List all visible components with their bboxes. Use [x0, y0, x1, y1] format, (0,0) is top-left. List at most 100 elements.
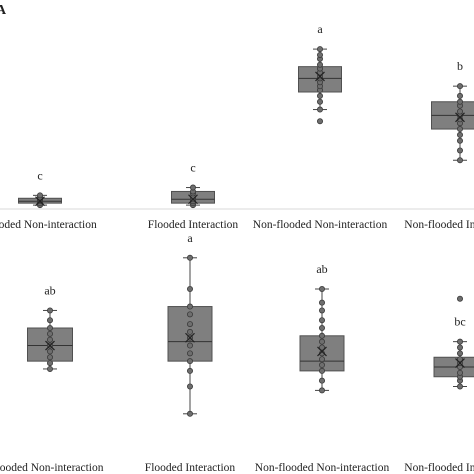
data-point	[318, 356, 325, 363]
mean-marker-stroke	[45, 340, 55, 351]
box-3: ab	[299, 262, 345, 394]
x-tick-label: Flooded Interaction	[145, 462, 236, 474]
mean-marker-stroke	[317, 346, 327, 357]
data-point	[456, 383, 463, 390]
data-point	[47, 336, 54, 343]
x-tick-label: Flooded Interaction	[148, 219, 239, 231]
data-point	[47, 354, 54, 361]
data-point	[456, 147, 463, 154]
data-point	[456, 157, 463, 164]
mean-marker-stroke	[185, 332, 195, 343]
x-tick-label: Flooded Non-interaction	[0, 219, 97, 231]
x-tick-label: Non-flooded Interaction	[404, 219, 474, 231]
data-point	[456, 108, 463, 115]
mean-marker-stroke	[188, 194, 198, 205]
mean-marker	[317, 346, 327, 357]
panel-label: A	[0, 3, 7, 18]
significance-letter: c	[190, 161, 195, 175]
x-tick-label: Non-flooded Non-interaction	[255, 462, 390, 474]
data-point	[316, 92, 323, 99]
significance-letter: ab	[44, 283, 55, 297]
box-4: bc	[433, 295, 474, 390]
mean-marker	[185, 332, 195, 343]
mean-marker-stroke	[455, 112, 465, 123]
data-point	[186, 367, 193, 374]
data-point	[186, 383, 193, 390]
data-point	[318, 344, 325, 351]
data-point	[318, 307, 325, 314]
data-point	[456, 369, 463, 376]
x-tick-label: looded Non-interaction	[0, 462, 104, 474]
x-tick-label: Non-flooded Interaction	[404, 462, 474, 474]
data-point	[318, 317, 325, 324]
data-point	[318, 362, 325, 369]
data-point	[456, 126, 463, 133]
data-point	[456, 295, 463, 302]
significance-letter: c	[37, 168, 42, 182]
box-1: c	[18, 168, 62, 209]
data-point	[316, 98, 323, 105]
data-point	[186, 254, 193, 261]
chart-panel-2: ab a ab bc looded Non-interaction Flooded Int…	[0, 231, 474, 474]
data-point	[318, 367, 325, 374]
mean-marker	[45, 340, 55, 351]
data-point	[186, 342, 193, 349]
box-1: ab	[27, 283, 73, 372]
data-point	[456, 338, 463, 345]
mean-marker	[455, 112, 465, 123]
mean-marker	[188, 194, 198, 205]
box-3: a	[298, 22, 342, 125]
data-point	[47, 324, 54, 331]
data-point	[186, 328, 193, 335]
significance-letter: a	[187, 231, 193, 245]
data-point	[186, 410, 193, 417]
data-point	[37, 192, 44, 199]
data-point	[318, 338, 325, 345]
data-point	[47, 360, 54, 367]
data-point	[456, 137, 463, 144]
data-point	[47, 330, 54, 337]
box-2: c	[171, 161, 215, 209]
data-point	[186, 358, 193, 365]
data-point	[456, 356, 463, 363]
data-point	[316, 51, 323, 58]
data-point	[318, 285, 325, 292]
data-point	[456, 98, 463, 105]
data-point	[186, 285, 193, 292]
data-point	[186, 311, 193, 318]
mean-marker	[455, 358, 465, 369]
significance-letter: a	[317, 22, 323, 36]
significance-letter: bc	[454, 315, 465, 329]
data-point	[318, 387, 325, 394]
data-point	[186, 350, 193, 357]
box-2: a	[167, 231, 213, 417]
data-point	[316, 61, 323, 68]
mean-marker	[315, 71, 325, 82]
mean-marker-stroke	[455, 358, 465, 369]
box-4: b	[431, 59, 474, 164]
data-point	[186, 303, 193, 310]
data-point	[47, 348, 54, 355]
data-point	[456, 344, 463, 351]
data-point	[318, 377, 325, 384]
data-point	[47, 365, 54, 372]
data-point	[316, 46, 323, 53]
data-point	[318, 324, 325, 331]
data-point	[456, 131, 463, 138]
data-point	[456, 83, 463, 90]
mean-marker-stroke	[315, 71, 325, 82]
data-point	[318, 332, 325, 339]
data-point	[186, 321, 193, 328]
data-point	[316, 106, 323, 113]
significance-letter: b	[457, 59, 463, 73]
data-point	[316, 118, 323, 125]
data-point	[47, 307, 54, 314]
mean-marker	[35, 196, 45, 207]
x-tick-label: Non-flooded Non-interaction	[253, 219, 388, 231]
data-point	[189, 184, 196, 191]
data-point	[318, 299, 325, 306]
chart-panel-1: c c a b Flooded Non-interaction Flooded Inter…	[0, 22, 474, 231]
significance-letter: ab	[316, 262, 327, 276]
